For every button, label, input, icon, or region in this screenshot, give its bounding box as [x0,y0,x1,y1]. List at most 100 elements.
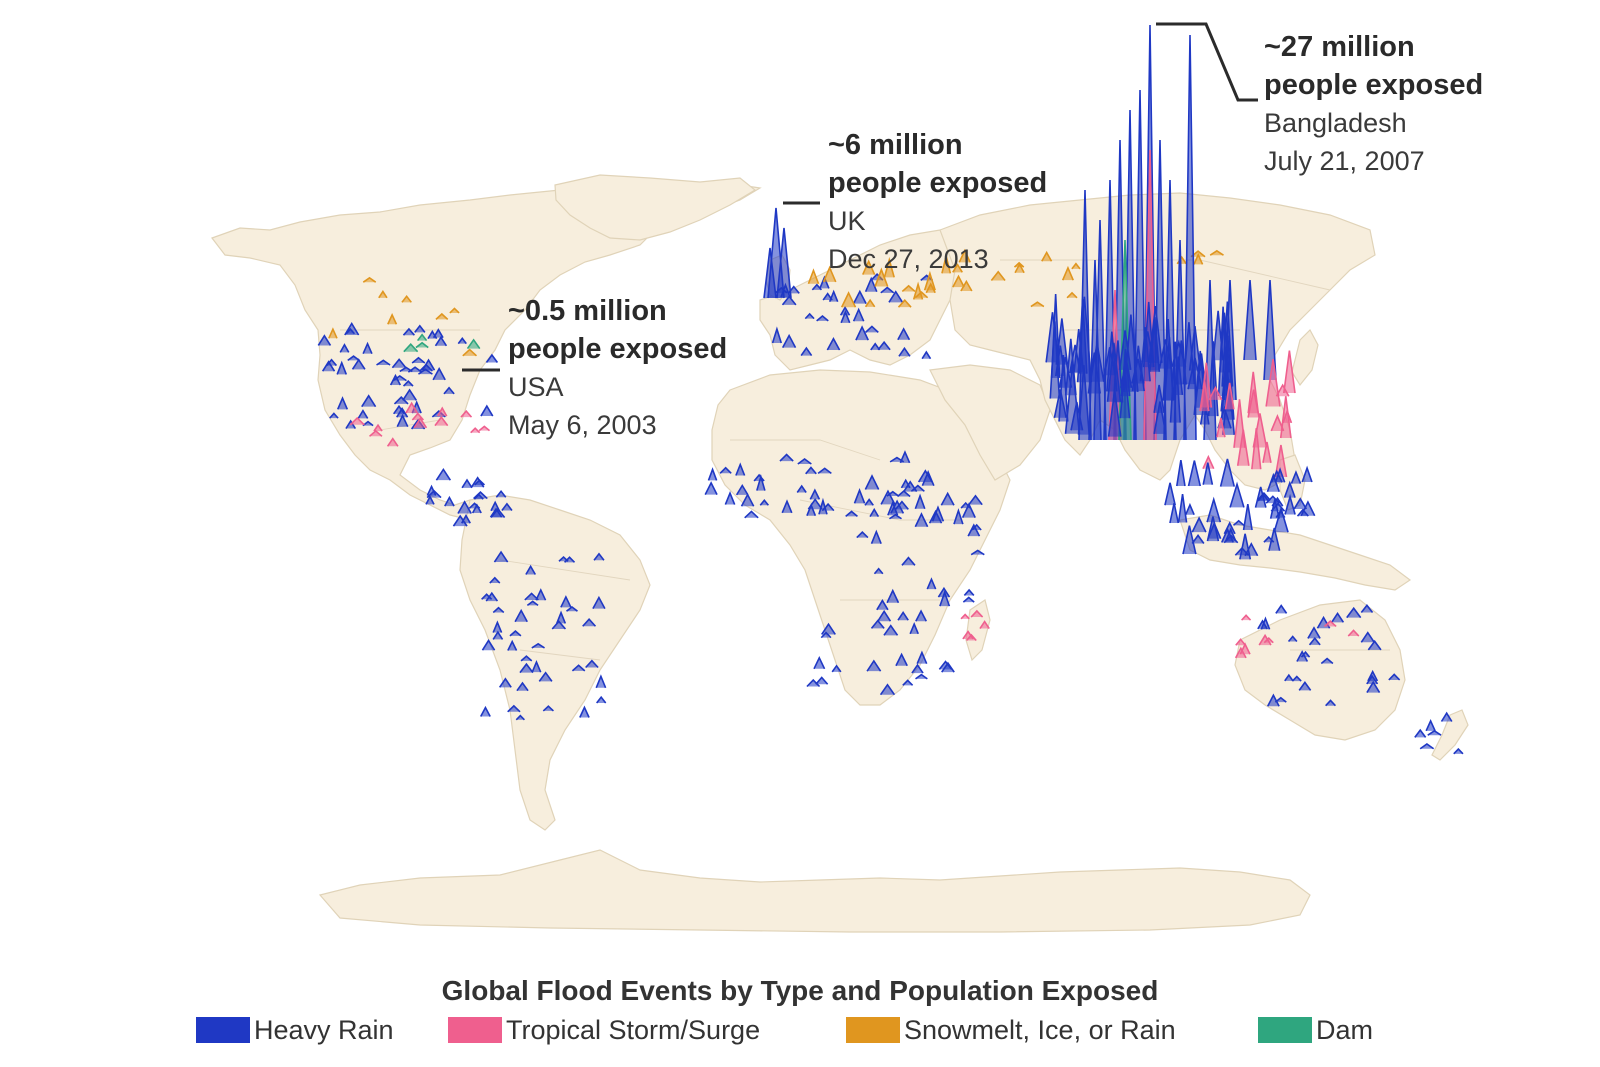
flood-spike-snowmelt [952,263,963,273]
flood-spike-heavy-rain [901,556,916,566]
legend: Heavy Rain Tropical Storm/Surge Snowmelt… [0,1012,1600,1052]
flood-spike-heavy-rain [1053,389,1067,418]
flood-spike-heavy-rain [1191,516,1207,533]
flood-spike-heavy-rain [535,588,547,601]
callout-uk: ~6 million people exposed UK Dec 27, 201… [828,126,1047,278]
flood-spike-heavy-rain [414,324,426,333]
flood-spike-snowmelt [462,348,478,357]
flood-spike-snowmelt [401,294,412,303]
flood-spike-heavy-rain [921,470,935,486]
flood-spike-heavy-rain [787,285,800,294]
flood-spike-heavy-rain [1275,604,1288,614]
callout-place: Bangladesh [1264,108,1407,138]
flood-spike-heavy-rain [915,673,928,680]
flood-spike-snowmelt [923,270,936,291]
flood-spike-tropical-storm [1251,428,1262,470]
flood-spike-heavy-rain [704,481,718,496]
flood-spike-heavy-rain [1320,657,1334,665]
flood-spike-snowmelt [387,312,398,325]
flood-spike-snowmelt [840,291,857,308]
flood-spike-tropical-storm [1274,444,1288,478]
flood-spike-heavy-rain [805,466,817,475]
flood-spike-tropical-storm [373,423,383,432]
flood-spike-heavy-rain [393,396,409,405]
flood-spike-heavy-rain [1148,305,1163,363]
flood-spike-heavy-rain [1268,527,1281,551]
flood-spike-heavy-rain [1169,502,1180,524]
legend-title: Global Flood Events by Type and Populati… [441,975,1159,1006]
flood-spike-heavy-rain [880,286,895,294]
flood-spike-heavy-rain [492,620,503,633]
flood-spike-heavy-rain [526,600,539,607]
flood-spike-heavy-rain [402,327,415,336]
flood-spike-heavy-rain [516,681,529,692]
flood-spike-tropical-storm [1270,414,1285,432]
flood-spike-heavy-rain [1073,328,1085,373]
flood-spike-heavy-rain [960,501,971,509]
leader-bangladesh [1156,22,1258,102]
legend-label: Snowmelt, Ice, or Rain [904,1014,1176,1045]
flood-spike-heavy-rain [1293,497,1307,510]
flood-spike-heavy-rain [963,588,975,596]
flood-spike-heavy-rain [470,476,485,488]
flood-spike-heavy-rain [1274,696,1287,703]
flood-spike-heavy-rain [514,608,528,623]
flood-spike-heavy-rain [915,609,927,622]
flood-spike-heavy-rain [402,388,417,401]
flood-spike-heavy-rain [806,678,821,688]
flood-spike-snowmelt [378,290,388,299]
flood-spike-heavy-rain [870,342,881,351]
flood-spike-heavy-rain [1191,533,1205,544]
flood-spike-tropical-storm [1241,614,1252,621]
flood-spike-snowmelt [960,279,973,292]
flood-spike-heavy-rain [756,473,766,491]
flood-spike-heavy-rain [1263,279,1277,381]
flood-spike-heavy-rain [593,552,605,561]
flood-spike-heavy-rain [1153,384,1165,413]
callout-label: people exposed [508,333,728,365]
flood-spike-heavy-rain [1217,306,1229,397]
flood-spike-heavy-rain [481,639,496,651]
legend-item-dam: Dam [1258,1012,1373,1048]
flood-spike-tropical-storm [1247,371,1260,414]
flood-spike-heavy-rain [1427,729,1442,736]
flood-spike-heavy-rain [889,456,905,463]
flood-spike-heavy-rain [336,360,348,375]
flood-spike-heavy-rain [579,705,590,718]
flood-spike-heavy-rain [563,556,576,563]
flood-spike-heavy-rain [909,622,919,635]
legend-item-snowmelt: Snowmelt, Ice, or Rain [846,1012,1176,1048]
flood-spike-heavy-rain [1243,279,1257,361]
flood-spike-snowmelt [328,327,338,339]
flood-spike-tropical-storm [1258,633,1272,646]
flood-spike-heavy-rain [937,586,951,598]
legend-swatch-tropical-storm [448,1017,502,1043]
legend-item-tropical-storm: Tropical Storm/Surge [448,1012,760,1048]
flood-spike-heavy-rain [485,353,499,363]
flood-spike-heavy-rain [1120,348,1131,397]
flood-spike-heavy-rain [840,309,851,324]
flood-spike-heavy-rain [1325,699,1336,707]
flood-spike-heavy-rain [911,663,924,674]
flood-spike-snowmelt [1013,261,1025,268]
flood-spike-heavy-rain [898,346,911,357]
flood-spike-snowmelt [1061,265,1074,281]
callout-amount: ~0.5 million [508,295,667,327]
flood-spike-heavy-rain [796,484,807,493]
flood-spike-heavy-rain [870,619,885,629]
flood-spike-tropical-storm [1265,359,1281,407]
flood-spike-tropical-storm [1283,350,1296,394]
flood-spike-heavy-rain [336,396,349,410]
flood-spike-heavy-rain [1153,401,1167,434]
flood-spike-tropical-storm [1224,382,1235,410]
land-antarctica [318,849,1311,933]
flood-spike-heavy-rain [432,366,446,381]
flood-spikes [317,24,1464,755]
callout-bangladesh: ~27 million people exposed Bangladesh Ju… [1264,28,1483,180]
flood-spike-tropical-storm [1236,429,1250,466]
flood-spike-heavy-rain [326,358,338,367]
flood-spike-heavy-rain [899,450,911,464]
flood-spike-heavy-rain [1169,341,1181,423]
flood-spike-heavy-rain [1175,460,1186,487]
flood-spike-snowmelt [941,255,952,274]
